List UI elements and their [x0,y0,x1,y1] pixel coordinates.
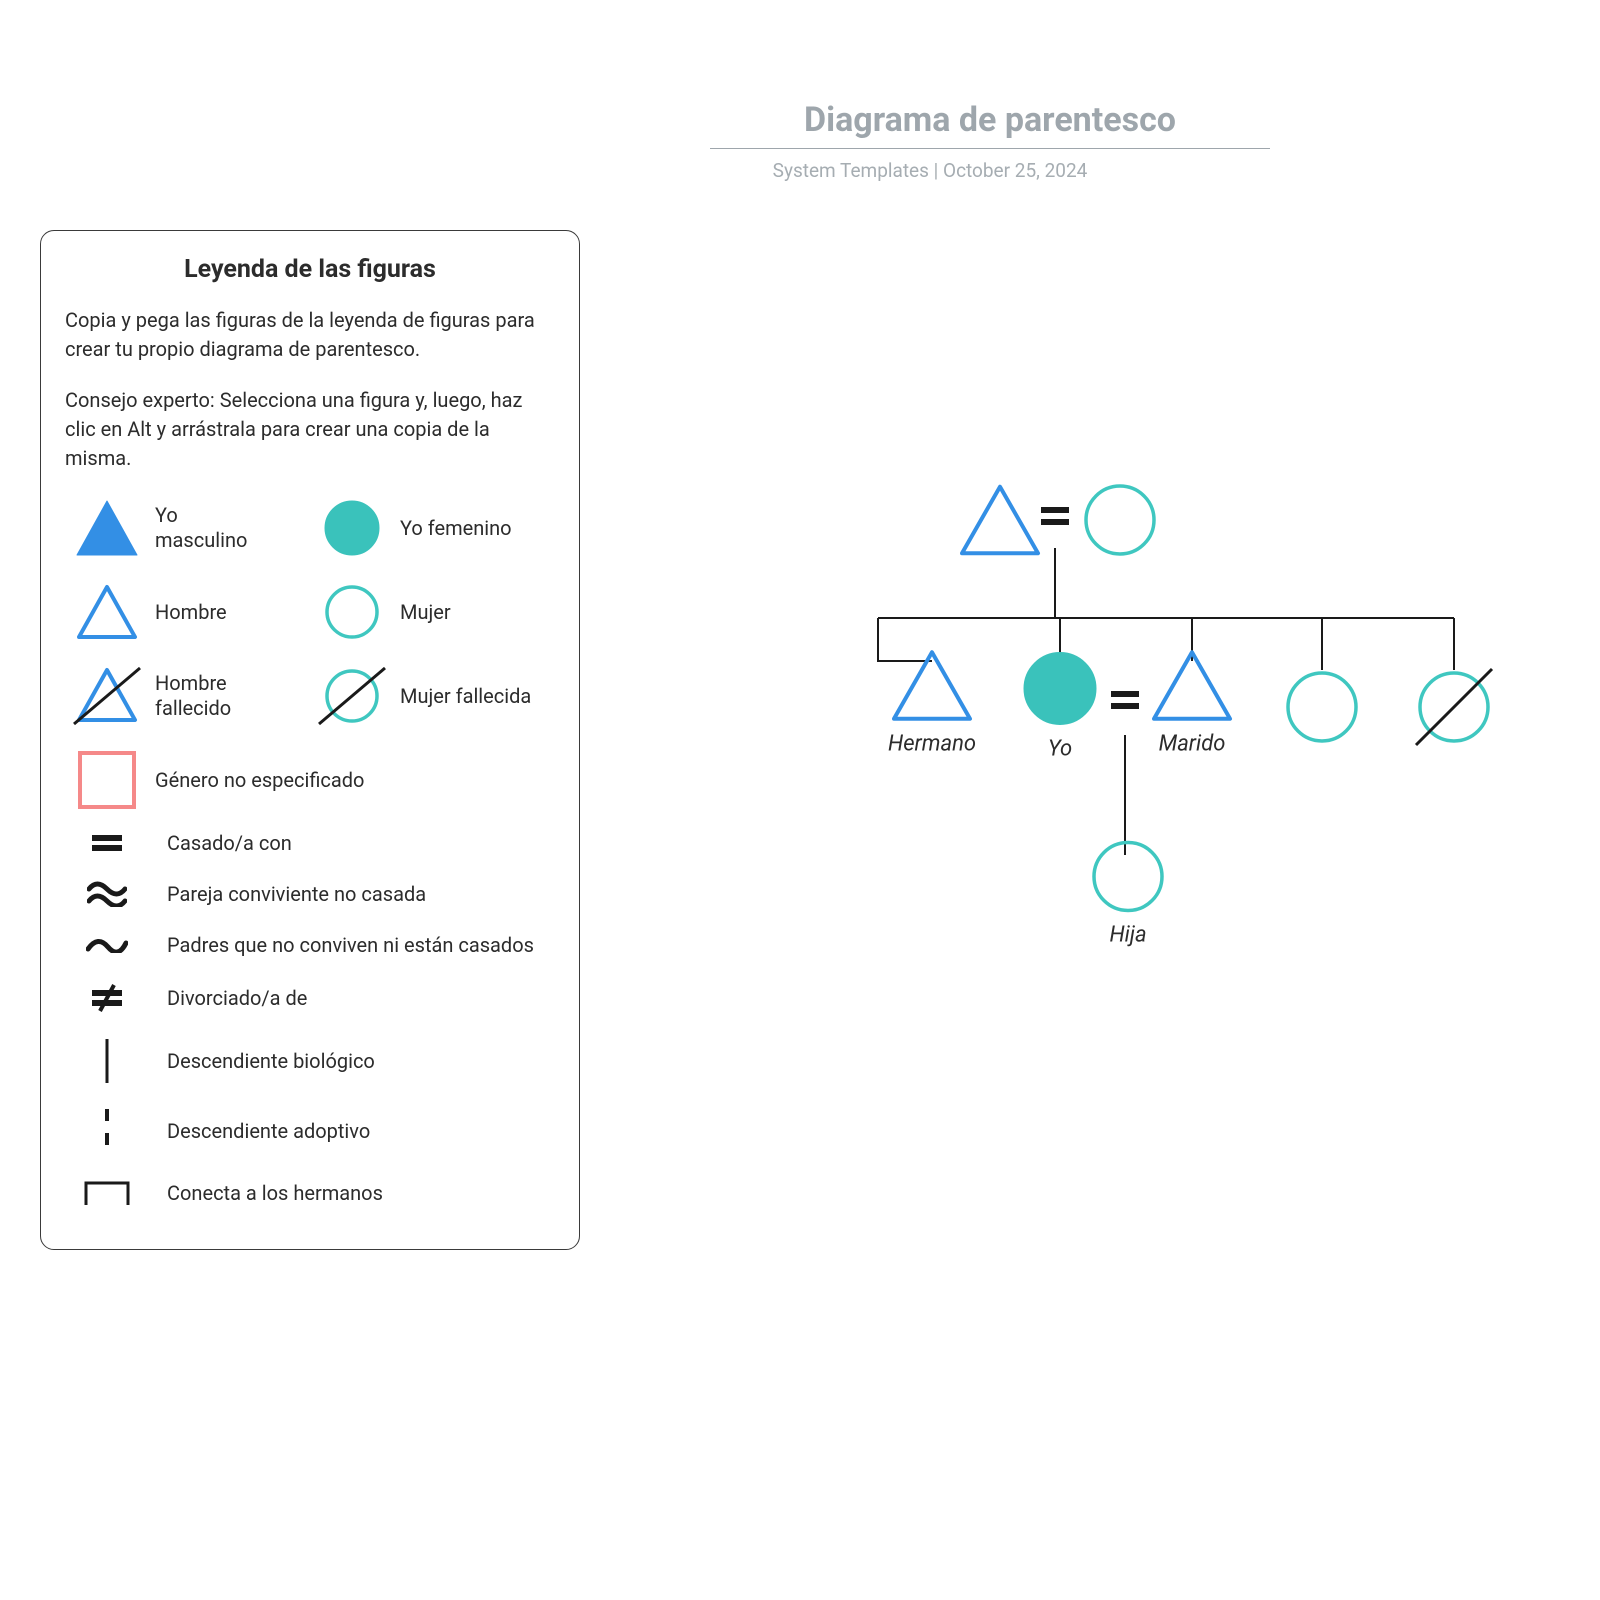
node-woman4[interactable] [1412,665,1496,749]
node-label-brother: Hermano [888,731,976,756]
node-father[interactable] [958,483,1042,558]
diagram-nodes: Hermano Yo Marido Hija [0,0,1600,1600]
node-husband[interactable]: Marido [1150,648,1234,756]
node-brother[interactable]: Hermano [888,648,976,756]
node-label-daughter: Hija [1109,923,1146,948]
node-self[interactable]: Yo [1020,649,1100,762]
node-label-self: Yo [1048,737,1072,762]
node-label-husband: Marido [1159,731,1226,756]
node-eq1[interactable] [1041,507,1069,525]
node-daughter[interactable]: Hija [1090,839,1166,948]
node-eq2[interactable] [1111,691,1139,709]
node-mother[interactable] [1082,482,1158,558]
node-woman3[interactable] [1284,669,1360,745]
